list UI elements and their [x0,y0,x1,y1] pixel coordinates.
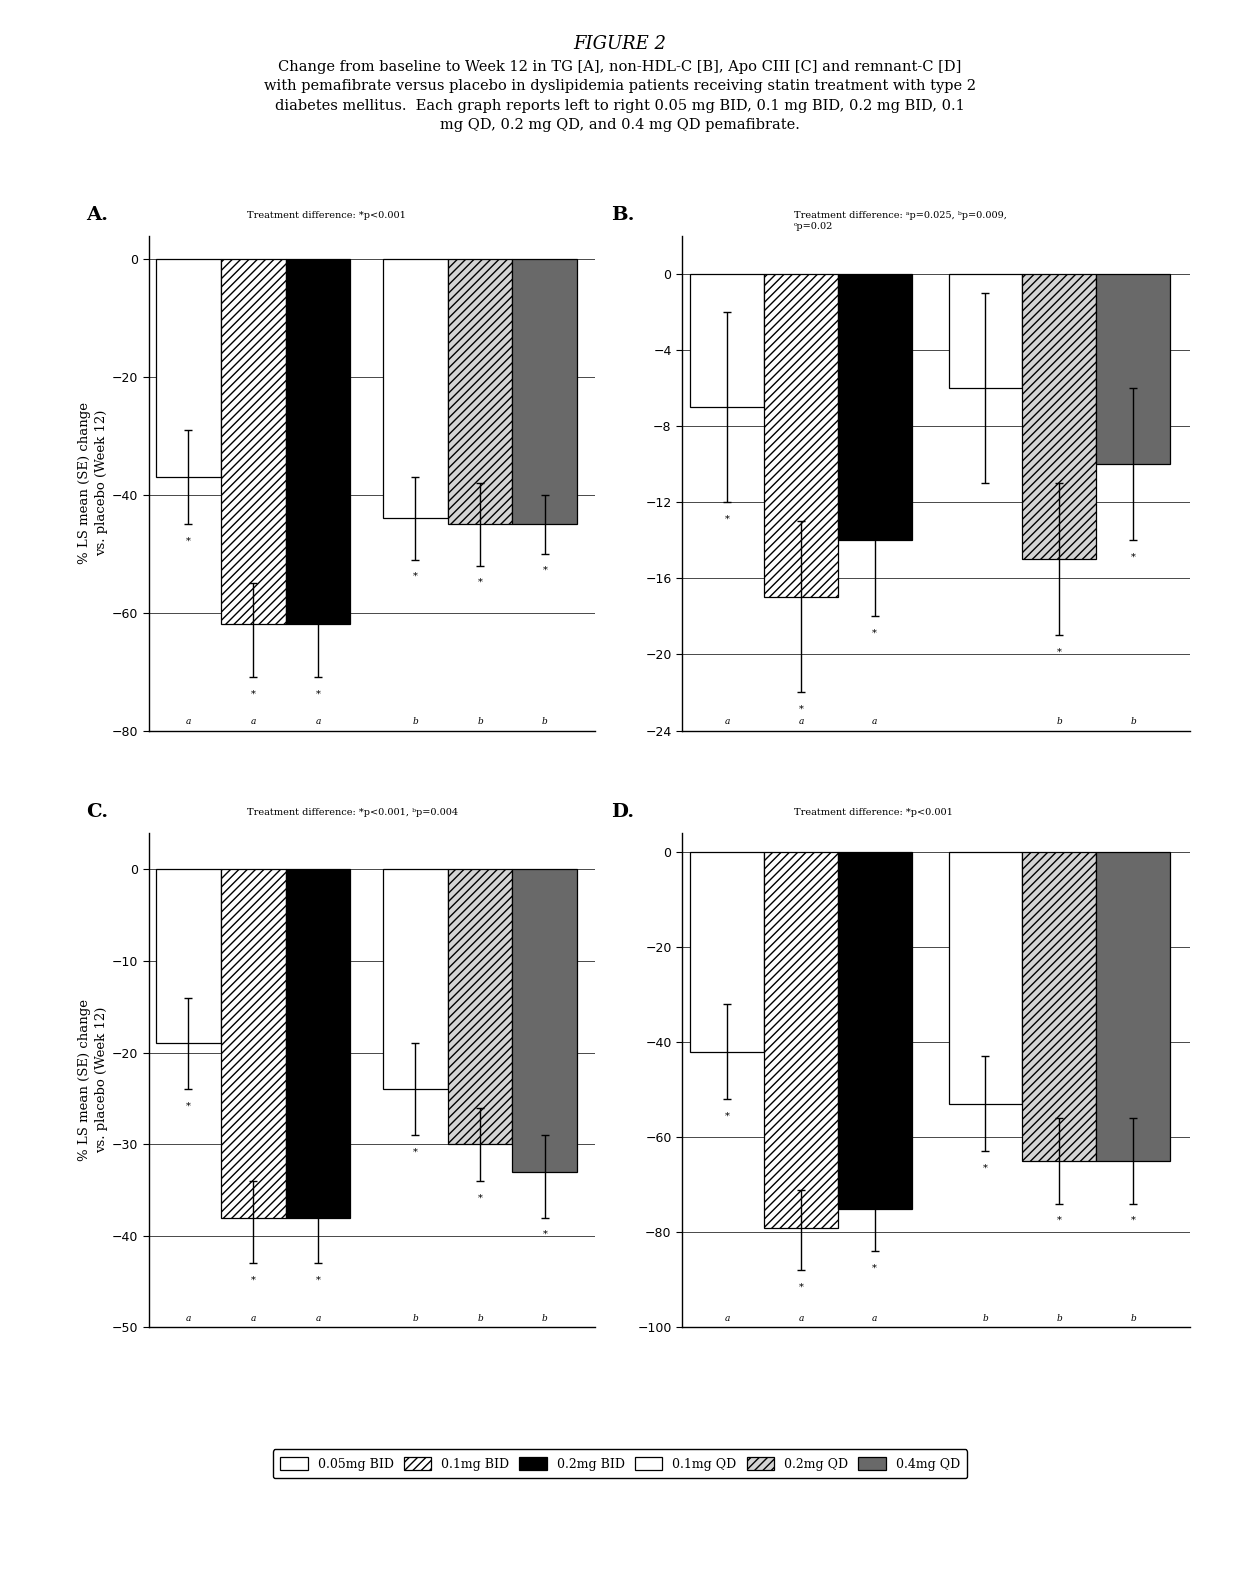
Text: *: * [724,1111,729,1120]
Bar [838,273,911,540]
Text: a: a [186,1313,191,1323]
Text: b: b [542,1313,548,1323]
Text: b: b [982,1313,988,1323]
Text: b: b [1130,1313,1136,1323]
Text: b: b [1056,1313,1063,1323]
Bar [221,259,285,625]
Text: Change from baseline to Week 12 in TG [A], non-HDL-C [B], Apo CIII [C] and remna: Change from baseline to Week 12 in TG [A… [264,60,976,132]
Text: Treatment difference: *p<0.001: Treatment difference: *p<0.001 [794,807,952,817]
Text: *: * [542,566,547,575]
Text: a: a [186,716,191,726]
Text: Treatment difference: ᵃp=0.025, ᵇp=0.009,
ᶜp=0.02: Treatment difference: ᵃp=0.025, ᵇp=0.009… [794,211,1007,231]
Text: *: * [872,1263,877,1273]
Text: *: * [413,572,418,581]
Bar [156,259,221,478]
Text: b: b [477,716,482,726]
Bar [448,259,512,525]
Text: b: b [477,1313,482,1323]
Text: *: * [186,1101,191,1111]
Text: b: b [542,716,548,726]
Text: *: * [724,514,729,523]
Bar [949,273,1022,388]
Bar [1096,851,1169,1161]
Bar [512,869,577,1172]
Bar [512,259,577,525]
Text: *: * [250,690,255,699]
Text: a: a [315,1313,321,1323]
Text: *: * [799,1284,804,1291]
Text: A.: A. [87,206,108,225]
Text: a: a [250,716,255,726]
Bar [838,851,911,1208]
Text: *: * [542,1230,547,1240]
Text: a: a [799,1313,804,1323]
Text: a: a [724,1313,730,1323]
Bar [285,869,351,1218]
Bar [221,869,285,1218]
Text: *: * [1056,1216,1061,1225]
Bar [448,869,512,1144]
Text: a: a [724,716,730,726]
Text: *: * [186,537,191,545]
Text: *: * [477,1194,482,1202]
Text: b: b [1130,716,1136,726]
Bar [383,869,448,1089]
Text: *: * [413,1147,418,1156]
Text: a: a [799,716,804,726]
Bar [156,869,221,1043]
Text: b: b [413,1313,418,1323]
Text: *: * [315,690,320,699]
Bar [383,259,448,518]
Text: a: a [315,716,321,726]
Bar [764,273,838,597]
Text: b: b [1056,716,1063,726]
Text: a: a [872,716,878,726]
Bar [1096,273,1169,463]
Text: Treatment difference: *p<0.001: Treatment difference: *p<0.001 [247,211,405,220]
Y-axis label: % LS mean (SE) change
vs. placebo (Week 12): % LS mean (SE) change vs. placebo (Week … [78,402,108,564]
Text: *: * [1131,553,1136,561]
Text: *: * [315,1276,320,1285]
Legend: 0.05mg BID, 0.1mg BID, 0.2mg BID, 0.1mg QD, 0.2mg QD, 0.4mg QD: 0.05mg BID, 0.1mg BID, 0.2mg BID, 0.1mg … [273,1450,967,1478]
Text: *: * [1131,1216,1136,1225]
Text: *: * [477,578,482,588]
Text: Treatment difference: *p<0.001, ᵇp=0.004: Treatment difference: *p<0.001, ᵇp=0.004 [247,807,458,817]
Text: FIGURE 2: FIGURE 2 [573,35,667,52]
Text: *: * [872,628,877,638]
Text: *: * [250,1276,255,1285]
Text: C.: C. [87,803,108,822]
Text: B.: B. [611,206,635,225]
Text: *: * [983,1164,988,1174]
Bar [1022,851,1096,1161]
Bar [691,851,764,1051]
Bar [691,273,764,407]
Text: a: a [872,1313,878,1323]
Bar [1022,273,1096,559]
Text: D.: D. [611,803,634,822]
Text: a: a [250,1313,255,1323]
Text: b: b [413,716,418,726]
Bar [949,851,1022,1104]
Bar [285,259,351,625]
Text: *: * [1056,647,1061,657]
Text: *: * [799,705,804,713]
Bar [764,851,838,1227]
Y-axis label: % LS mean (SE) change
vs. placebo (Week 12): % LS mean (SE) change vs. placebo (Week … [78,999,108,1161]
